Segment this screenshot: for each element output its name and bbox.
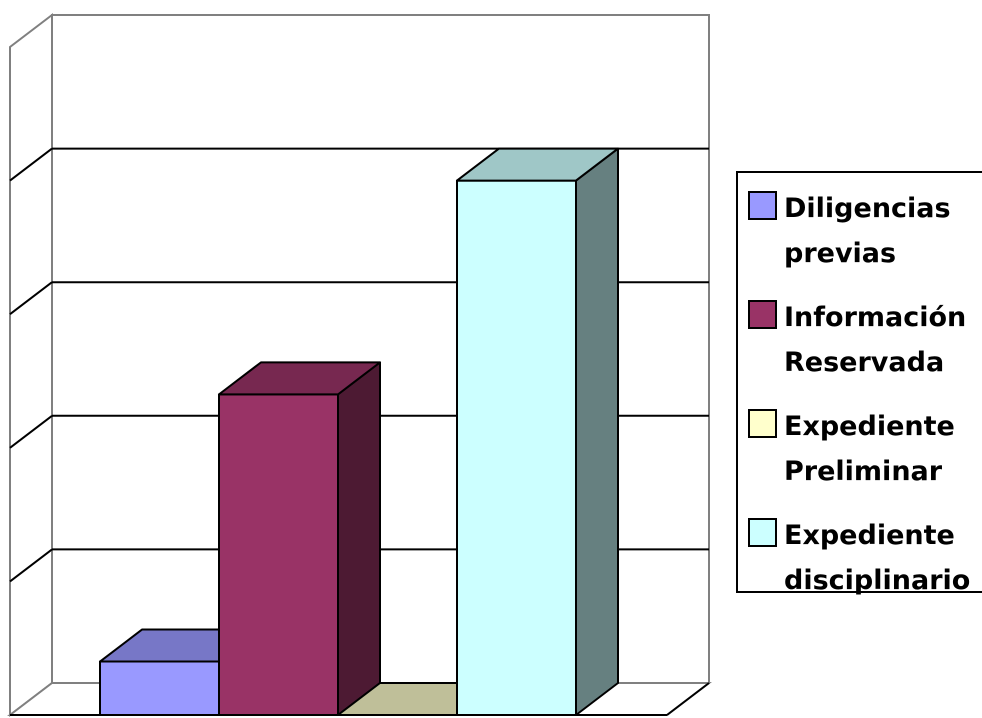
bar-top — [456, 147, 619, 182]
bar-top — [218, 361, 381, 396]
legend-label: previas — [784, 238, 896, 269]
legend-item-4: Expediente disciplinario — [748, 518, 970, 596]
gridline-side — [9, 548, 53, 583]
legend-swatch — [748, 518, 777, 547]
legend-label: Expediente — [784, 411, 955, 442]
gridline-side — [9, 281, 53, 315]
legend-swatch — [748, 409, 777, 438]
bar-front — [456, 179, 577, 717]
legend-swatch — [748, 191, 777, 220]
legend-items: Diligencias previas Información Reservada Ex… — [748, 191, 970, 596]
bar-side — [337, 361, 381, 716]
legend-box — [736, 171, 982, 593]
legend-label: Información — [784, 302, 966, 333]
gridline-side — [9, 415, 53, 449]
legend-label: Expediente — [784, 520, 955, 551]
bars — [99, 147, 619, 717]
bar-front — [218, 393, 339, 716]
legend-item-1: Diligencias previas — [748, 191, 951, 269]
legend-item-2: Información Reservada — [748, 300, 966, 378]
legend-label: disciplinario — [784, 565, 970, 596]
legend-label: Diligencias — [784, 193, 951, 224]
bar-side — [575, 147, 619, 716]
bar-2 — [218, 361, 381, 716]
legend-label: Preliminar — [784, 456, 943, 487]
legend-label: Reservada — [784, 347, 944, 378]
legend-swatch — [748, 300, 777, 329]
legend-item-3: Expediente Preliminar — [748, 409, 955, 487]
bar-4 — [456, 147, 619, 717]
x-axis-depth-line — [666, 682, 710, 716]
gridline-side — [9, 147, 53, 182]
legend: Diligencias previas Información Reservada Ex… — [736, 171, 982, 596]
bar-front — [99, 660, 220, 716]
side-wall — [9, 12, 53, 718]
